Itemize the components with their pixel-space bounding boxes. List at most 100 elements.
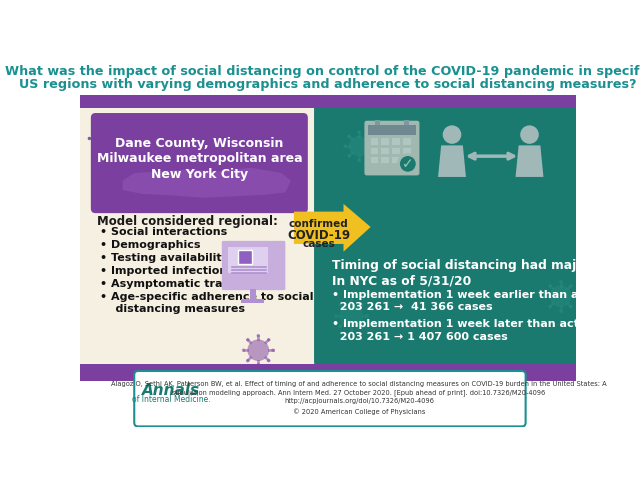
Text: simulation modeling approach. Ann Intern Med. 27 October 2020. [Epub ahead of pr: simulation modeling approach. Ann Intern… xyxy=(172,389,546,396)
Text: New York City: New York City xyxy=(151,168,248,180)
Text: • Imported infections: • Imported infections xyxy=(100,266,234,276)
Text: http://acpjournals.org/doi/10.7326/M20-4096: http://acpjournals.org/doi/10.7326/M20-4… xyxy=(284,398,434,404)
Circle shape xyxy=(357,158,361,162)
Bar xyxy=(392,148,400,154)
FancyBboxPatch shape xyxy=(314,101,579,368)
Circle shape xyxy=(550,286,572,307)
FancyBboxPatch shape xyxy=(77,101,326,368)
Circle shape xyxy=(246,359,250,362)
Circle shape xyxy=(399,155,417,173)
Circle shape xyxy=(367,135,371,138)
Bar xyxy=(80,58,576,95)
Bar xyxy=(371,157,378,163)
Bar xyxy=(241,300,264,303)
Bar xyxy=(392,157,400,163)
Text: Timing of social distancing had major impact: Timing of social distancing had major im… xyxy=(332,259,640,272)
Bar xyxy=(250,288,256,300)
Text: Milwaukee metropolitan area: Milwaukee metropolitan area xyxy=(97,152,302,165)
Bar xyxy=(368,125,415,135)
Text: • Social interactions: • Social interactions xyxy=(100,227,227,237)
Polygon shape xyxy=(438,145,466,177)
Text: In NYC as of 5/31/20: In NYC as of 5/31/20 xyxy=(332,275,471,288)
Text: 203 261 → 1 407 600 cases: 203 261 → 1 407 600 cases xyxy=(332,332,508,342)
Circle shape xyxy=(102,151,105,154)
Circle shape xyxy=(111,146,115,150)
Polygon shape xyxy=(123,168,291,198)
Bar xyxy=(371,138,378,144)
Circle shape xyxy=(349,329,353,333)
Circle shape xyxy=(271,348,275,352)
Circle shape xyxy=(548,284,552,288)
Circle shape xyxy=(267,359,270,362)
Circle shape xyxy=(339,303,342,306)
Circle shape xyxy=(559,309,562,312)
Bar xyxy=(381,148,389,154)
Text: • Demographics: • Demographics xyxy=(100,240,201,250)
Bar xyxy=(80,364,576,381)
Circle shape xyxy=(92,127,95,131)
FancyBboxPatch shape xyxy=(134,371,525,426)
Circle shape xyxy=(548,305,552,308)
Bar xyxy=(371,148,378,154)
Text: COVID-19: COVID-19 xyxy=(287,229,350,242)
Circle shape xyxy=(520,125,539,144)
Circle shape xyxy=(544,295,547,298)
Circle shape xyxy=(246,338,250,342)
Text: Dane County, Wisconsin: Dane County, Wisconsin xyxy=(115,137,284,150)
Bar xyxy=(228,247,268,273)
FancyBboxPatch shape xyxy=(91,113,308,213)
Text: Annals: Annals xyxy=(142,383,200,397)
Circle shape xyxy=(569,284,573,288)
Text: US regions with varying demographics and adherence to social distancing measures: US regions with varying demographics and… xyxy=(19,78,637,91)
Circle shape xyxy=(357,131,361,134)
Circle shape xyxy=(360,325,364,328)
Bar xyxy=(80,95,576,108)
Circle shape xyxy=(443,125,461,144)
Circle shape xyxy=(559,280,562,283)
Text: confirmed: confirmed xyxy=(289,219,349,229)
Circle shape xyxy=(360,303,364,306)
Bar xyxy=(238,250,252,264)
Text: Model considered regional:: Model considered regional: xyxy=(97,215,278,228)
Circle shape xyxy=(248,339,269,361)
FancyBboxPatch shape xyxy=(222,241,285,290)
Text: What was the impact of social distancing on control of the COVID-19 pandemic in : What was the impact of social distancing… xyxy=(4,65,640,78)
Bar xyxy=(404,120,408,128)
Circle shape xyxy=(111,127,115,131)
Circle shape xyxy=(349,299,353,302)
Polygon shape xyxy=(294,204,371,252)
Bar xyxy=(403,148,411,154)
Text: • Implementation 1 week later than actual:: • Implementation 1 week later than actua… xyxy=(332,319,602,329)
Text: • Testing availability: • Testing availability xyxy=(100,253,229,263)
Text: © 2020 American College of Physicians: © 2020 American College of Physicians xyxy=(293,408,425,415)
Text: cases: cases xyxy=(302,240,335,249)
Circle shape xyxy=(371,144,374,148)
Circle shape xyxy=(340,304,363,327)
Text: ✓: ✓ xyxy=(402,157,413,171)
Text: of Internal Medicine.: of Internal Medicine. xyxy=(132,395,211,404)
Bar xyxy=(403,138,411,144)
Circle shape xyxy=(257,334,260,337)
Text: • Asymptomatic transmission: • Asymptomatic transmission xyxy=(100,279,285,289)
Bar xyxy=(381,157,389,163)
Text: Alagoz O, Sethi AK, Patterson BW, et al. Effect of timing of and adherence to so: Alagoz O, Sethi AK, Patterson BW, et al.… xyxy=(111,381,607,387)
Circle shape xyxy=(257,363,260,367)
Circle shape xyxy=(348,154,351,157)
Circle shape xyxy=(569,305,573,308)
Polygon shape xyxy=(516,145,543,177)
Bar xyxy=(392,138,400,144)
Circle shape xyxy=(365,314,369,317)
Circle shape xyxy=(367,154,371,157)
Circle shape xyxy=(93,129,113,148)
Circle shape xyxy=(88,137,91,140)
Bar xyxy=(403,157,411,163)
Text: 203 261 →  41 366 cases: 203 261 → 41 366 cases xyxy=(332,302,493,312)
Circle shape xyxy=(334,314,337,317)
Circle shape xyxy=(102,123,105,126)
Bar xyxy=(381,138,389,144)
Circle shape xyxy=(242,348,245,352)
Bar xyxy=(375,120,380,128)
Text: • Implementation 1 week earlier than actual:: • Implementation 1 week earlier than act… xyxy=(332,290,614,300)
Circle shape xyxy=(343,144,347,148)
Circle shape xyxy=(348,135,351,138)
